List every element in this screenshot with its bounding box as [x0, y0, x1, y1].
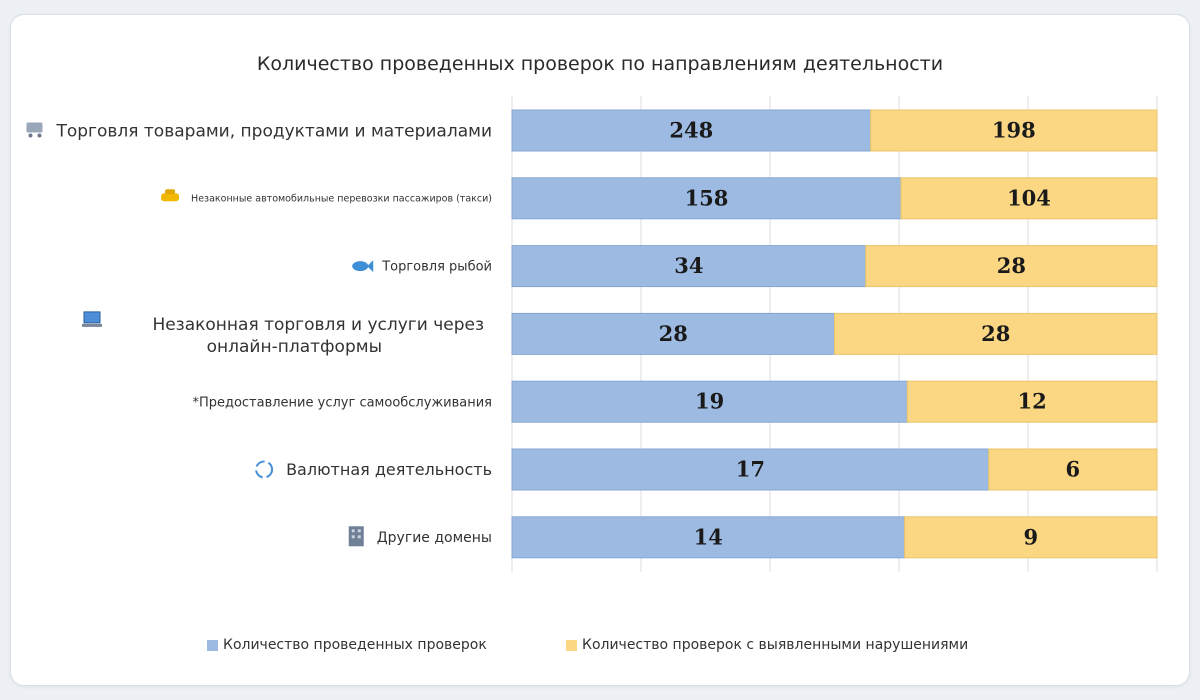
- data-label-series-1: 158: [685, 185, 729, 210]
- bar-series-1: [511, 109, 872, 152]
- building-window: [351, 535, 355, 539]
- category-label: *Предоставление услуг самообслуживания: [192, 395, 492, 410]
- bar-series-1: [511, 312, 835, 355]
- data-label-series-2: 12: [1018, 389, 1047, 414]
- legend: Количество проведенных проверок Количест…: [0, 637, 1200, 659]
- legend-label-series-1: Количество проведенных проверок: [223, 637, 487, 653]
- shopping-cart-wheel: [37, 133, 42, 138]
- category-label: Торговля товарами, продуктами и материал…: [55, 121, 492, 141]
- category-label: Торговля рыбой: [381, 260, 492, 275]
- data-label-series-2: 104: [1007, 185, 1051, 210]
- bar-series-1: [511, 516, 906, 559]
- legend-swatch-series-2: [566, 639, 577, 651]
- legend-item-series-2: Количество проверок с выявленными наруше…: [566, 637, 968, 653]
- category-label: Незаконная торговля и услуги через онлайн…: [152, 315, 484, 357]
- bar-series-1: [511, 448, 990, 491]
- data-label-series-2: 6: [1066, 457, 1081, 482]
- bar-series-2: [906, 380, 1158, 423]
- data-label-series-1: 34: [674, 253, 703, 278]
- chart-title: Количество проведенных проверок по напра…: [256, 53, 944, 75]
- bar-series-1: [511, 177, 902, 220]
- bar-series-1: [511, 245, 867, 288]
- data-label-series-2: 28: [981, 321, 1010, 346]
- data-label-series-1: 17: [736, 457, 765, 482]
- building-window: [357, 529, 361, 533]
- currency-exchange-icon: [255, 460, 274, 479]
- laptop-icon: [83, 311, 101, 324]
- bar-series-2: [870, 109, 1158, 152]
- bar-series-2: [865, 245, 1158, 288]
- bar-series-2: [988, 448, 1158, 491]
- data-label-series-1: 19: [695, 389, 724, 414]
- category-label: Другие домены: [377, 530, 492, 546]
- fish-icon: [352, 261, 369, 272]
- data-label-series-2: 9: [1023, 524, 1038, 549]
- data-label-series-1: 248: [669, 118, 713, 143]
- category-label: Валютная деятельность: [286, 460, 492, 479]
- bar-series-1: [511, 380, 908, 423]
- data-label-series-2: 198: [992, 118, 1036, 143]
- legend-swatch-series-1: [207, 639, 218, 651]
- laptop-base: [82, 323, 102, 327]
- category-label: Незаконные автомобильные перевозки пасса…: [191, 194, 492, 205]
- bar-series-2: [904, 516, 1158, 559]
- legend-item-series-1: Количество проведенных проверок: [207, 637, 487, 653]
- bar-series-2: [834, 312, 1158, 355]
- bar-series-2: [900, 177, 1158, 220]
- shopping-cart-wheel: [28, 133, 33, 138]
- building-window: [351, 529, 355, 533]
- building-window: [357, 535, 361, 539]
- building-icon: [348, 526, 364, 547]
- legend-label-series-2: Количество проверок с выявленными наруше…: [582, 637, 969, 653]
- data-label-series-1: 14: [694, 524, 723, 549]
- taxi-icon: [161, 193, 180, 202]
- taxi-roof: [165, 189, 176, 195]
- shopping-cart-icon: [26, 122, 43, 133]
- data-label-series-1: 28: [659, 321, 688, 346]
- fish-tail: [367, 260, 374, 273]
- data-label-series-2: 28: [997, 253, 1026, 278]
